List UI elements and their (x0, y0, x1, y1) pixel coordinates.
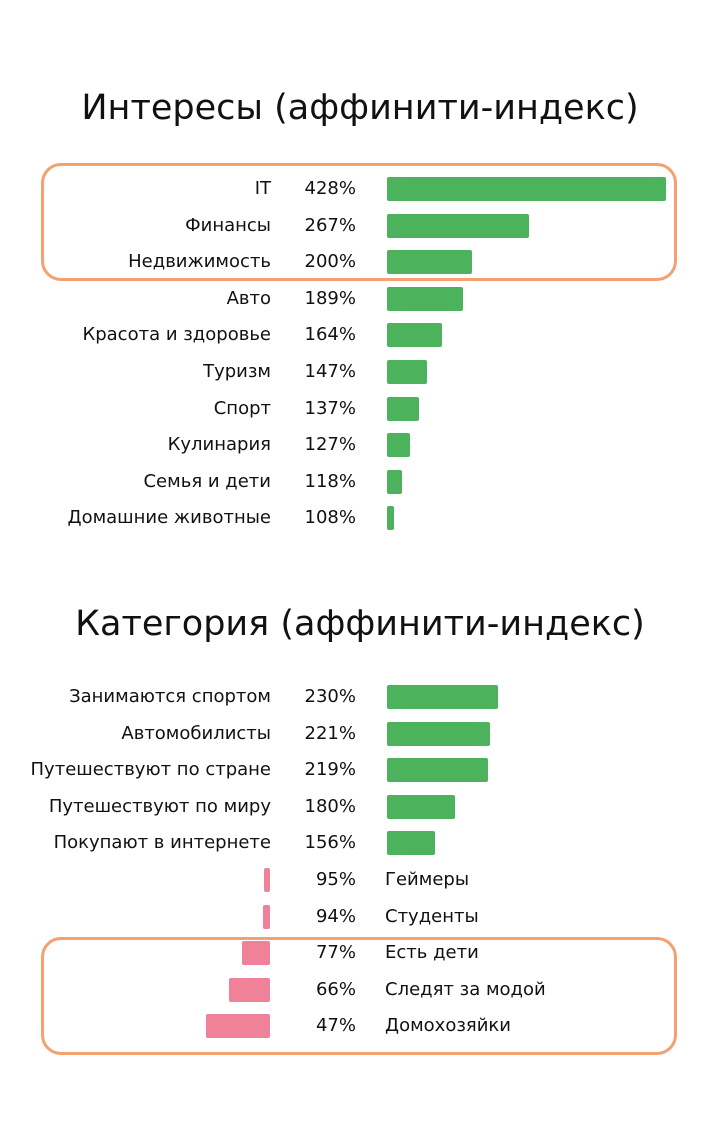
positive-bar (387, 250, 473, 275)
positive-bar (387, 506, 394, 531)
category-label: Геймеры (385, 869, 470, 890)
value-label: 164% (304, 324, 356, 346)
bar-row: Финансы 267% (0, 209, 720, 243)
bar-row: Красота и здоровье 164% (0, 318, 720, 352)
category-label: Кулинария (167, 434, 271, 456)
positive-bar (387, 831, 435, 856)
category-label: Есть дети (385, 942, 479, 964)
category-label: Путешествуют по стране (30, 759, 271, 781)
positive-bar (387, 685, 498, 709)
value-label: 200% (304, 251, 356, 273)
negative-bar (264, 868, 270, 892)
value-label: 47% (315, 1015, 356, 1037)
bar-row: Путешествуют по миру 180% (0, 790, 720, 824)
bar-row: Путешествуют по стране 219% (0, 753, 720, 787)
positive-bar (387, 286, 463, 311)
category-label: Недвижимость (128, 251, 271, 273)
bar-row: Недвижимость 200% (0, 245, 720, 279)
value-label: 127% (304, 434, 356, 456)
value-label: 219% (304, 759, 356, 781)
bar-row: Спорт 137% (0, 392, 720, 426)
chart-title: Категория (аффинити-индекс) (75, 604, 645, 644)
value-label: 95% (315, 869, 356, 890)
value-label: 94% (315, 905, 356, 927)
negative-bar (242, 941, 270, 966)
negative-bar (262, 904, 270, 929)
value-label: 118% (304, 470, 356, 492)
category-label: Спорт (213, 397, 271, 419)
positive-bar (387, 758, 489, 783)
value-label: 267% (304, 214, 356, 236)
category-label: Авто (226, 287, 271, 309)
positive-bar (387, 396, 419, 421)
bar-row: Туризм 147% (0, 355, 720, 389)
category-label: Автомобилисты (121, 722, 271, 744)
category-label: Туризм (203, 361, 271, 382)
positive-bar (387, 794, 456, 819)
bar-row: Студенты 94% (0, 900, 720, 934)
bar-row: Автомобилисты 221% (0, 717, 720, 751)
value-label: 66% (315, 978, 356, 1000)
bar-row: IT 428% (0, 172, 720, 206)
positive-bar (387, 433, 410, 458)
value-label: 221% (304, 722, 356, 744)
value-label: 137% (304, 397, 356, 419)
bar-row: Есть дети 77% (0, 936, 720, 970)
positive-bar (387, 323, 442, 348)
category-label: Следят за модой (385, 978, 546, 1000)
category-label: Финансы (185, 214, 271, 236)
value-label: 428% (304, 178, 356, 199)
negative-bar (206, 1014, 270, 1039)
positive-bar (387, 469, 403, 494)
value-label: 108% (304, 507, 356, 529)
positive-bar (387, 721, 491, 746)
category-label: IT (254, 178, 271, 199)
bar-row: Домохозяйки 47% (0, 1009, 720, 1043)
bar-row: Домашние животные 108% (0, 501, 720, 535)
positive-bar (387, 360, 428, 384)
category-label: Домохозяйки (385, 1015, 511, 1037)
category-label: Красота и здоровье (82, 324, 271, 346)
positive-bar (387, 177, 667, 201)
value-label: 77% (315, 942, 356, 964)
value-label: 147% (304, 361, 356, 382)
positive-bar (387, 213, 530, 238)
bar-row: Следят за модой 66% (0, 973, 720, 1007)
bar-row: Авто 189% (0, 282, 720, 316)
value-label: 230% (304, 686, 356, 707)
category-label: Студенты (385, 905, 479, 927)
bar-row: Занимаются спортом 230% (0, 680, 720, 714)
highlight-frame (41, 937, 677, 1055)
bar-row: Семья и дети 118% (0, 465, 720, 499)
category-label: Домашние животные (67, 507, 272, 529)
chart-title: Интересы (аффинити-индекс) (81, 88, 639, 128)
category-label: Покупают в интернете (53, 832, 271, 854)
bar-row: Покупают в интернете 156% (0, 826, 720, 860)
category-label: Путешествуют по миру (48, 795, 271, 817)
category-label: Занимаются спортом (69, 686, 271, 707)
bar-row: Кулинария 127% (0, 428, 720, 462)
highlight-frame (41, 163, 677, 281)
value-label: 189% (304, 287, 356, 309)
bar-row: Геймеры 95% (0, 863, 720, 897)
value-label: 180% (304, 795, 356, 817)
value-label: 156% (304, 832, 356, 854)
negative-bar (229, 977, 270, 1002)
category-label: Семья и дети (143, 470, 271, 492)
